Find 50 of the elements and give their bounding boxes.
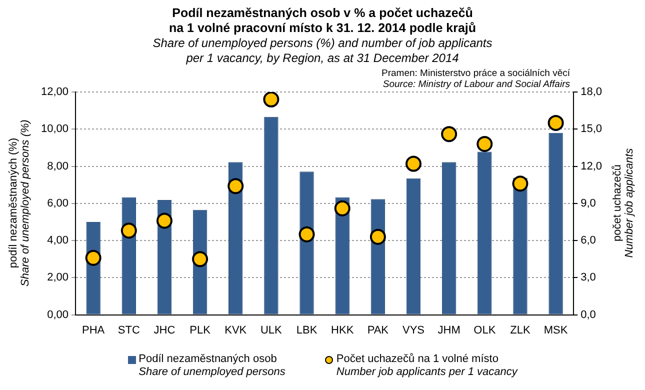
point: [476, 136, 493, 152]
y-tick-label: 0,00: [47, 308, 69, 321]
x-tick-label: KVK: [224, 324, 248, 336]
source-note: Source: Ministry of Labour and Social Affairs: [382, 79, 570, 90]
legend-label: Podíl nezaměstnaných osob Share of unemployed persons: [138, 353, 286, 379]
chart-subtitle: Share of unemployed persons (%) and number of job applicants per 1 vacancy, by Region, as at 31 December 2014: [152, 36, 494, 66]
y2-tick-label: 12,0: [580, 160, 602, 172]
x-tick-label: MSK: [544, 324, 568, 336]
point: [156, 212, 172, 229]
y-tick-label: 6,00: [47, 197, 69, 210]
x-tick-label: VYS: [402, 324, 425, 336]
x-tick-label: HKK: [331, 324, 354, 336]
x-tick-label: PLK: [190, 324, 212, 336]
point: [334, 200, 350, 216]
x-tick-label: OLK: [474, 324, 496, 336]
x-tick-label: JHM: [438, 324, 460, 336]
y-tick-label: 4,00: [47, 234, 69, 247]
x-tick-label: ULK: [260, 324, 283, 336]
x-tick-label: PHA: [82, 324, 106, 336]
x-tick-label: LBK: [296, 324, 318, 336]
y2-tick-label: 3,0: [580, 272, 596, 284]
y-axis-title: podíl nezaměstnaných (%) Share of unemployed persons (%): [8, 120, 32, 287]
point: [120, 222, 137, 239]
point: [548, 114, 564, 131]
x-tick-label: JHC: [154, 324, 176, 336]
y2-tick-label: 6,0: [580, 234, 596, 247]
point: [263, 92, 280, 108]
point: [298, 226, 315, 242]
point: [406, 156, 422, 172]
y-tick-label: 10,00: [40, 123, 69, 136]
point: [85, 250, 102, 266]
point: [512, 176, 528, 192]
x-tick-label: STC: [118, 324, 140, 336]
x-tick-label: PAK: [367, 324, 390, 336]
chart-title: Podíl nezaměstnaných osob v % a počet uchazečů na 1 volné pracovní místo k 31. 12. 2014 podle krajů: [168, 6, 478, 36]
y-tick-label: 2,00: [47, 272, 69, 284]
y2-tick-label: 0,0: [580, 308, 596, 321]
point: [228, 178, 244, 194]
legend-label: Počet uchazečů na 1 volné místo Number job applicants per 1 vacancy: [336, 353, 518, 379]
point: [192, 251, 208, 268]
y2-tick-label: 18,0: [580, 86, 602, 98]
y-tick-label: 8,00: [47, 160, 69, 172]
y-tick-label: 12,00: [40, 86, 69, 98]
y2-axis-title: počet uchazečů Number job applicants: [612, 148, 636, 258]
point: [370, 228, 386, 245]
text: Pramen: Ministerstvo práce a sociálních věcí: [382, 68, 570, 79]
point: [441, 126, 458, 142]
y2-tick-label: 9,0: [580, 197, 596, 210]
x-tick-label: ZLK: [510, 324, 531, 336]
y2-tick-label: 15,0: [580, 123, 602, 136]
